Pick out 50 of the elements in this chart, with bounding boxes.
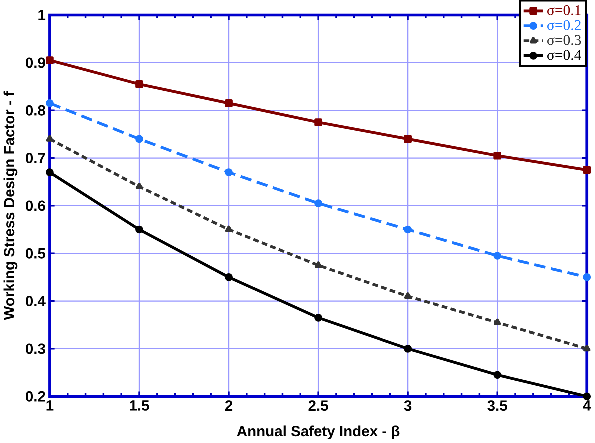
point <box>494 318 502 326</box>
y-tick-label: 0.8 <box>26 105 46 116</box>
point <box>404 226 412 234</box>
point <box>46 168 54 176</box>
point <box>404 344 412 353</box>
y-axis-title: Working Stress Design Factor - f <box>4 91 18 320</box>
y-tick-label: 0.3 <box>26 344 46 354</box>
point <box>46 99 54 108</box>
point <box>583 273 592 282</box>
point <box>584 344 591 352</box>
legend-label: σ=0.2 <box>548 20 581 30</box>
point <box>494 152 502 160</box>
x-tick-label: 2.5 <box>308 400 328 411</box>
point <box>225 99 233 108</box>
x-tick-label: 4 <box>583 400 592 411</box>
point <box>136 135 144 143</box>
legend-label: σ=0.3 <box>548 35 582 46</box>
y-tick-label: 0.6 <box>26 200 46 212</box>
legend-label: σ=0.4 <box>548 50 582 60</box>
y-tick-label: 0.2 <box>26 391 46 402</box>
x-axis-title: Annual Safety Index - β <box>237 426 400 440</box>
x-tick-label: 3 <box>404 400 412 411</box>
point <box>314 118 322 126</box>
x-tick-label: 1 <box>46 400 54 411</box>
x-tick-label: 1.5 <box>130 400 150 411</box>
point <box>225 226 233 232</box>
point <box>225 273 233 282</box>
legend-label: σ=0.1 <box>548 5 581 16</box>
point <box>46 135 54 142</box>
x-tick-label: 2 <box>225 400 233 411</box>
point <box>46 56 54 64</box>
y-tick-label: 0.5 <box>26 248 46 259</box>
point <box>225 168 233 176</box>
point <box>314 314 322 322</box>
point <box>404 292 412 300</box>
point <box>404 135 412 143</box>
y-tick-label: 0.4 <box>26 296 46 306</box>
point <box>314 199 322 208</box>
point <box>583 166 592 174</box>
y-tick-label: 0.9 <box>26 58 46 68</box>
point <box>314 261 322 268</box>
x-tick-label: 3.5 <box>488 400 508 411</box>
point <box>136 226 144 234</box>
y-tick-label: 0.7 <box>26 152 46 164</box>
point <box>494 252 502 260</box>
point <box>136 80 144 88</box>
point <box>494 371 502 379</box>
y-tick-label: 1 <box>38 10 46 20</box>
point <box>583 392 592 400</box>
point <box>136 182 144 190</box>
